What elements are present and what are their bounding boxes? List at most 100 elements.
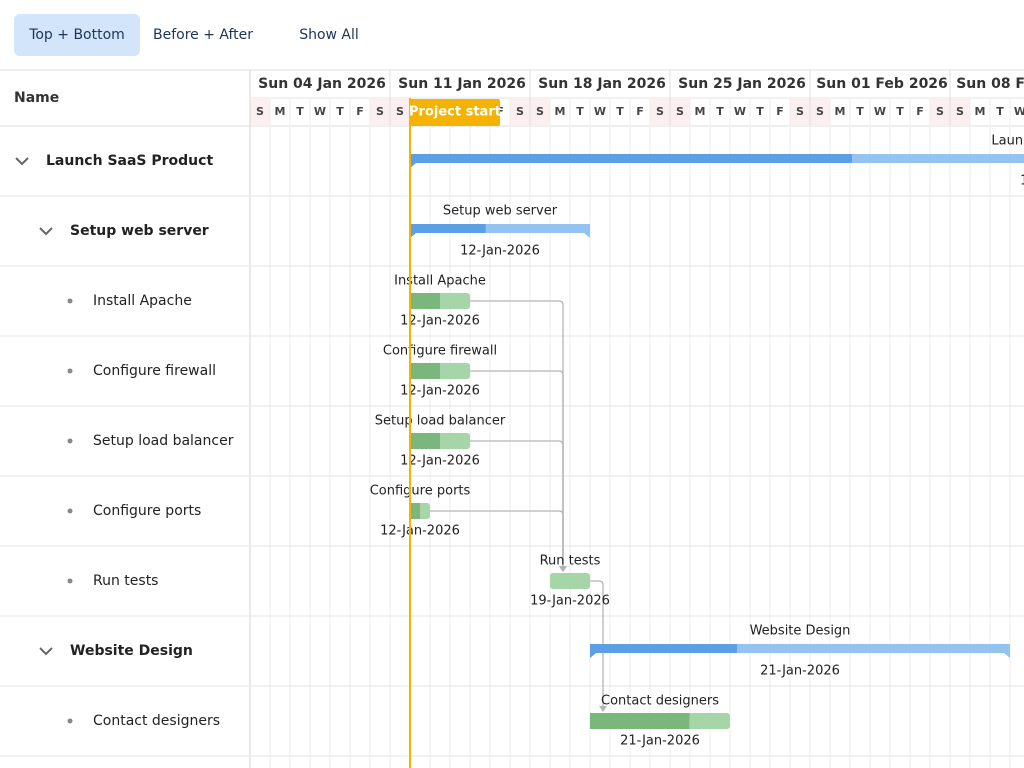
weekday-label: W bbox=[314, 105, 326, 118]
summary-progress bbox=[410, 224, 486, 238]
task-progress bbox=[410, 433, 440, 449]
weekday-label: F bbox=[636, 105, 644, 118]
weekday-label: S bbox=[536, 105, 544, 118]
dependency-line bbox=[470, 370, 564, 567]
task-name: Website Design bbox=[70, 643, 193, 659]
weekend-cell bbox=[530, 98, 550, 126]
button-label: Before + After bbox=[153, 27, 253, 43]
weekend-cell bbox=[650, 98, 670, 126]
dependency-line bbox=[470, 440, 564, 567]
weekday-label: S bbox=[256, 105, 264, 118]
task-name: Configure firewall bbox=[93, 363, 216, 379]
task-bar[interactable] bbox=[550, 573, 590, 589]
project-start-tag bbox=[410, 99, 500, 126]
bar-date: 12-Jan-2026 bbox=[400, 314, 480, 329]
summary-progress bbox=[590, 644, 737, 658]
bullet bbox=[67, 368, 73, 374]
weekday-label: W bbox=[1014, 105, 1024, 118]
bar-label: Setup web server bbox=[443, 204, 558, 219]
weekday-label: T bbox=[296, 105, 304, 118]
weekday-label: S bbox=[516, 105, 524, 118]
bar-label: Launch SaaS Product bbox=[991, 134, 1024, 149]
expand-chevron[interactable] bbox=[39, 227, 53, 236]
bullet bbox=[67, 718, 73, 724]
task-name: Contact designers bbox=[93, 713, 220, 729]
weekday-label: S bbox=[936, 105, 944, 118]
weekday-label: S bbox=[656, 105, 664, 118]
bar-date: 12-Jan-2026 bbox=[400, 384, 480, 399]
bar-date: 19-Jan-2026 bbox=[530, 594, 610, 609]
button-label: Top + Bottom bbox=[28, 27, 125, 43]
weekday-label: T bbox=[756, 105, 764, 118]
task-name: Install Apache bbox=[93, 293, 192, 309]
bar-label: Setup load balancer bbox=[375, 414, 506, 429]
task-progress bbox=[410, 363, 440, 379]
bar-label: Website Design bbox=[750, 624, 851, 639]
bar-date: 12-Jan-2026 bbox=[400, 454, 480, 469]
weekday-label: T bbox=[856, 105, 864, 118]
weekend-cell bbox=[390, 98, 410, 126]
weekday-label: T bbox=[896, 105, 904, 118]
weekday-label: T bbox=[716, 105, 724, 118]
expand-chevron[interactable] bbox=[15, 157, 29, 166]
toolbar-button[interactable]: Before + After bbox=[153, 27, 253, 43]
bullet bbox=[67, 508, 73, 514]
weekday-label: S bbox=[376, 105, 384, 118]
dependency-arrow bbox=[599, 706, 607, 712]
weekday-label: M bbox=[835, 105, 846, 118]
weekday-label: M bbox=[975, 105, 986, 118]
weekday-label: S bbox=[956, 105, 964, 118]
weekend-cell bbox=[510, 98, 530, 126]
week-label: Sun 04 Jan 2026 bbox=[258, 76, 386, 92]
bar-label: Configure firewall bbox=[383, 344, 497, 359]
weekday-label: M bbox=[695, 105, 706, 118]
week-label: Sun 25 Jan 2026 bbox=[678, 76, 806, 92]
button-bg bbox=[14, 14, 140, 56]
bar-date: 12-Jan-2026 bbox=[380, 524, 460, 539]
week-label: Sun 01 Feb 2026 bbox=[816, 76, 948, 92]
weekend-cell bbox=[950, 98, 970, 126]
weekday-label: T bbox=[336, 105, 344, 118]
task-name: Setup web server bbox=[70, 223, 209, 239]
weekday-label: M bbox=[555, 105, 566, 118]
weekday-label: S bbox=[676, 105, 684, 118]
task-name: Launch SaaS Product bbox=[46, 153, 213, 169]
weekday-label: W bbox=[874, 105, 886, 118]
week-label: Sun 08 Feb 2026 bbox=[956, 76, 1024, 92]
dependency-arrow bbox=[559, 566, 567, 572]
bullet bbox=[67, 578, 73, 584]
weekday-label: W bbox=[734, 105, 746, 118]
weekday-label: S bbox=[816, 105, 824, 118]
bar-label: Install Apache bbox=[394, 274, 486, 289]
task-progress bbox=[410, 293, 440, 309]
week-label: Sun 18 Jan 2026 bbox=[538, 76, 666, 92]
bar-label: Contact designers bbox=[601, 694, 719, 709]
bullet bbox=[67, 438, 73, 444]
weekend-cell bbox=[250, 98, 270, 126]
toolbar-button[interactable]: Top + Bottom bbox=[14, 14, 140, 56]
task-name: Run tests bbox=[93, 573, 158, 589]
weekend-cell bbox=[370, 98, 390, 126]
bar-label: Configure ports bbox=[370, 484, 471, 499]
weekend-cell bbox=[810, 98, 830, 126]
weekday-label: S bbox=[396, 105, 404, 118]
task-progress bbox=[590, 713, 690, 729]
expand-chevron[interactable] bbox=[39, 647, 53, 656]
weekend-cell bbox=[930, 98, 950, 126]
dependency-line bbox=[470, 300, 564, 567]
weekday-label: T bbox=[996, 105, 1004, 118]
weekday-label: F bbox=[776, 105, 784, 118]
task-name: Setup load balancer bbox=[93, 433, 234, 449]
weekend-cell bbox=[790, 98, 810, 126]
weekday-label: F bbox=[916, 105, 924, 118]
weekend-cell bbox=[670, 98, 690, 126]
weekday-label: F bbox=[356, 105, 364, 118]
weekday-label: T bbox=[576, 105, 584, 118]
task-name: Configure ports bbox=[93, 503, 201, 519]
name-header: Name bbox=[14, 90, 59, 106]
toolbar-button[interactable]: Show All bbox=[299, 27, 359, 43]
project-start-label: Project start bbox=[409, 105, 501, 120]
button-label: Show All bbox=[299, 27, 359, 43]
